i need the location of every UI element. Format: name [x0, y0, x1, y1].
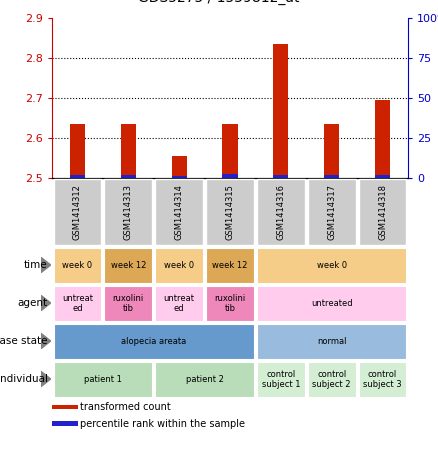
Text: agent: agent — [18, 298, 48, 308]
Bar — [155, 286, 203, 321]
Text: week 12: week 12 — [111, 261, 146, 270]
Bar — [206, 286, 254, 321]
Polygon shape — [41, 257, 51, 273]
Text: individual: individual — [0, 374, 48, 384]
Bar — [120, 175, 136, 178]
Bar — [70, 175, 85, 178]
Text: control
subject 3: control subject 3 — [363, 370, 402, 389]
Text: transformed count: transformed count — [81, 402, 171, 412]
Bar — [52, 405, 78, 409]
Bar — [172, 176, 187, 178]
Bar — [257, 248, 406, 283]
Bar — [172, 156, 187, 178]
Bar — [308, 179, 356, 245]
Bar — [257, 179, 305, 245]
Bar — [273, 44, 289, 178]
Text: GSM1414313: GSM1414313 — [124, 184, 133, 240]
Polygon shape — [41, 295, 51, 311]
Text: GSM1414317: GSM1414317 — [327, 184, 336, 240]
Text: week 12: week 12 — [212, 261, 247, 270]
Bar — [53, 179, 101, 245]
Text: week 0: week 0 — [317, 261, 347, 270]
Text: GSM1414314: GSM1414314 — [175, 184, 184, 240]
Text: disease state: disease state — [0, 336, 48, 346]
Bar — [257, 324, 406, 359]
Text: GSM1414312: GSM1414312 — [73, 184, 82, 240]
Bar — [155, 179, 203, 245]
Bar — [104, 286, 152, 321]
Bar — [104, 248, 152, 283]
Bar — [359, 362, 406, 397]
Text: week 0: week 0 — [62, 261, 92, 270]
Bar — [324, 124, 339, 178]
Bar — [206, 248, 254, 283]
Text: GSM1414318: GSM1414318 — [378, 184, 387, 240]
Text: untreat
ed: untreat ed — [62, 294, 93, 313]
Polygon shape — [41, 371, 51, 386]
Text: control
subject 1: control subject 1 — [261, 370, 300, 389]
Text: patient 1: patient 1 — [84, 375, 122, 384]
Bar — [324, 175, 339, 178]
Text: ruxolini
tib: ruxolini tib — [113, 294, 144, 313]
Text: normal: normal — [317, 337, 346, 346]
Bar — [53, 286, 101, 321]
Text: GSM1414315: GSM1414315 — [226, 184, 234, 240]
Bar — [375, 100, 390, 178]
Text: control
subject 2: control subject 2 — [312, 370, 351, 389]
Bar — [52, 421, 78, 426]
Text: GSM1414316: GSM1414316 — [276, 184, 286, 240]
Bar — [155, 362, 254, 397]
Text: untreated: untreated — [311, 299, 353, 308]
Text: time: time — [24, 260, 48, 270]
Bar — [53, 362, 152, 397]
Text: untreat
ed: untreat ed — [164, 294, 194, 313]
Text: patient 2: patient 2 — [186, 375, 223, 384]
Bar — [223, 174, 238, 178]
Bar — [70, 124, 85, 178]
Bar — [257, 286, 406, 321]
Bar — [308, 362, 356, 397]
Bar — [206, 179, 254, 245]
Bar — [273, 175, 289, 178]
Text: GDS5275 / 1559812_at: GDS5275 / 1559812_at — [138, 0, 300, 5]
Text: ruxolini
tib: ruxolini tib — [214, 294, 246, 313]
Bar — [104, 179, 152, 245]
Bar — [53, 324, 254, 359]
Bar — [257, 362, 305, 397]
Bar — [155, 248, 203, 283]
Text: week 0: week 0 — [164, 261, 194, 270]
Bar — [223, 124, 238, 178]
Bar — [359, 179, 406, 245]
Bar — [375, 175, 390, 178]
Text: alopecia areata: alopecia areata — [121, 337, 186, 346]
Polygon shape — [41, 333, 51, 349]
Bar — [120, 124, 136, 178]
Bar — [53, 248, 101, 283]
Text: percentile rank within the sample: percentile rank within the sample — [81, 419, 245, 429]
